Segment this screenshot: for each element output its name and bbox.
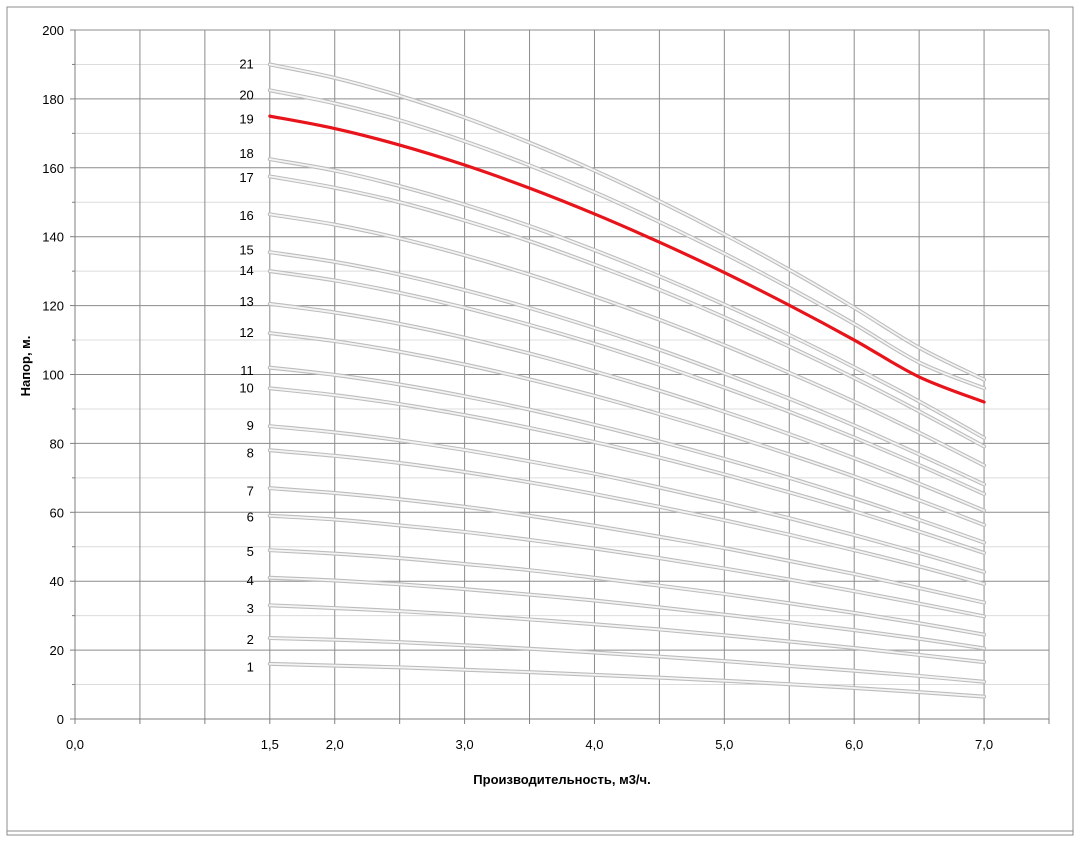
series-line-7	[268, 487, 985, 604]
series-group	[267, 62, 987, 699]
y-tick-label: 200	[42, 23, 64, 38]
curve-label-15: 15	[239, 242, 253, 257]
y-axis-title: Напор, м.	[18, 336, 33, 397]
x-tick-label: 7,0	[975, 737, 993, 752]
series-line-18	[268, 158, 985, 439]
series-line-21	[268, 63, 985, 381]
x-tick-label: 4,0	[585, 737, 603, 752]
y-tick-label: 120	[42, 299, 64, 314]
curve-label-4: 4	[247, 573, 254, 588]
series-line-20	[268, 89, 985, 390]
axes	[70, 29, 1050, 724]
y-tick-label: 80	[50, 436, 64, 451]
curve-label-10: 10	[239, 380, 253, 395]
y-tick-label: 0	[57, 712, 64, 727]
x-tick-label: 2,0	[326, 737, 344, 752]
y-tick-label: 140	[42, 230, 64, 245]
curve-label-12: 12	[239, 325, 253, 340]
series-line-6	[268, 514, 985, 618]
y-tick-label: 100	[42, 368, 64, 383]
curve-label-6: 6	[247, 509, 254, 524]
x-tick-label: 3,0	[456, 737, 474, 752]
y-tick-label: 20	[50, 643, 64, 658]
series-line-8	[268, 449, 985, 585]
curve-label-13: 13	[239, 294, 253, 309]
series-line-10	[268, 387, 985, 554]
x-tick-label: 6,0	[845, 737, 863, 752]
series-line-19	[268, 114, 986, 404]
x-tick-label: 1,5	[261, 737, 279, 752]
curve-label-7: 7	[247, 484, 254, 499]
series-line-3	[268, 604, 985, 664]
series-line-2	[268, 637, 985, 683]
series-line-16	[268, 213, 985, 467]
grid	[75, 29, 1050, 719]
curve-label-2: 2	[247, 632, 254, 647]
series-line-5	[268, 549, 985, 636]
series-line-1	[268, 662, 985, 698]
curve-label-17: 17	[239, 170, 253, 185]
curve-label-11: 11	[240, 363, 254, 378]
series-line-12	[268, 332, 985, 526]
y-tick-label: 160	[42, 161, 64, 176]
x-tick-label: 5,0	[715, 737, 733, 752]
curve-label-5: 5	[247, 544, 254, 559]
series-line-15	[268, 251, 985, 486]
curve-label-3: 3	[247, 601, 254, 616]
series-line-9	[268, 425, 985, 573]
y-tick-label: 60	[50, 505, 64, 520]
curve-label-20: 20	[239, 87, 253, 102]
outer-border	[6, 6, 1074, 836]
series-line-13	[268, 302, 985, 512]
x-axis-title: Производительность, м3/ч.	[473, 772, 650, 787]
curve-label-1: 1	[247, 659, 254, 674]
series-line-4	[268, 576, 985, 650]
curve-label-14: 14	[239, 263, 253, 278]
curve-label-19: 19	[239, 112, 253, 127]
curve-label-18: 18	[239, 146, 253, 161]
x-tick-label: 0,0	[66, 737, 84, 752]
series-line-17	[268, 175, 985, 448]
y-tick-label: 40	[50, 574, 64, 589]
series-line-14	[268, 270, 985, 495]
curve-label-9: 9	[247, 418, 254, 433]
series-line-11	[268, 366, 985, 544]
curve-label-8: 8	[247, 446, 254, 461]
curve-label-16: 16	[239, 208, 253, 223]
curve-label-21: 21	[239, 56, 253, 71]
y-tick-label: 180	[42, 92, 64, 107]
